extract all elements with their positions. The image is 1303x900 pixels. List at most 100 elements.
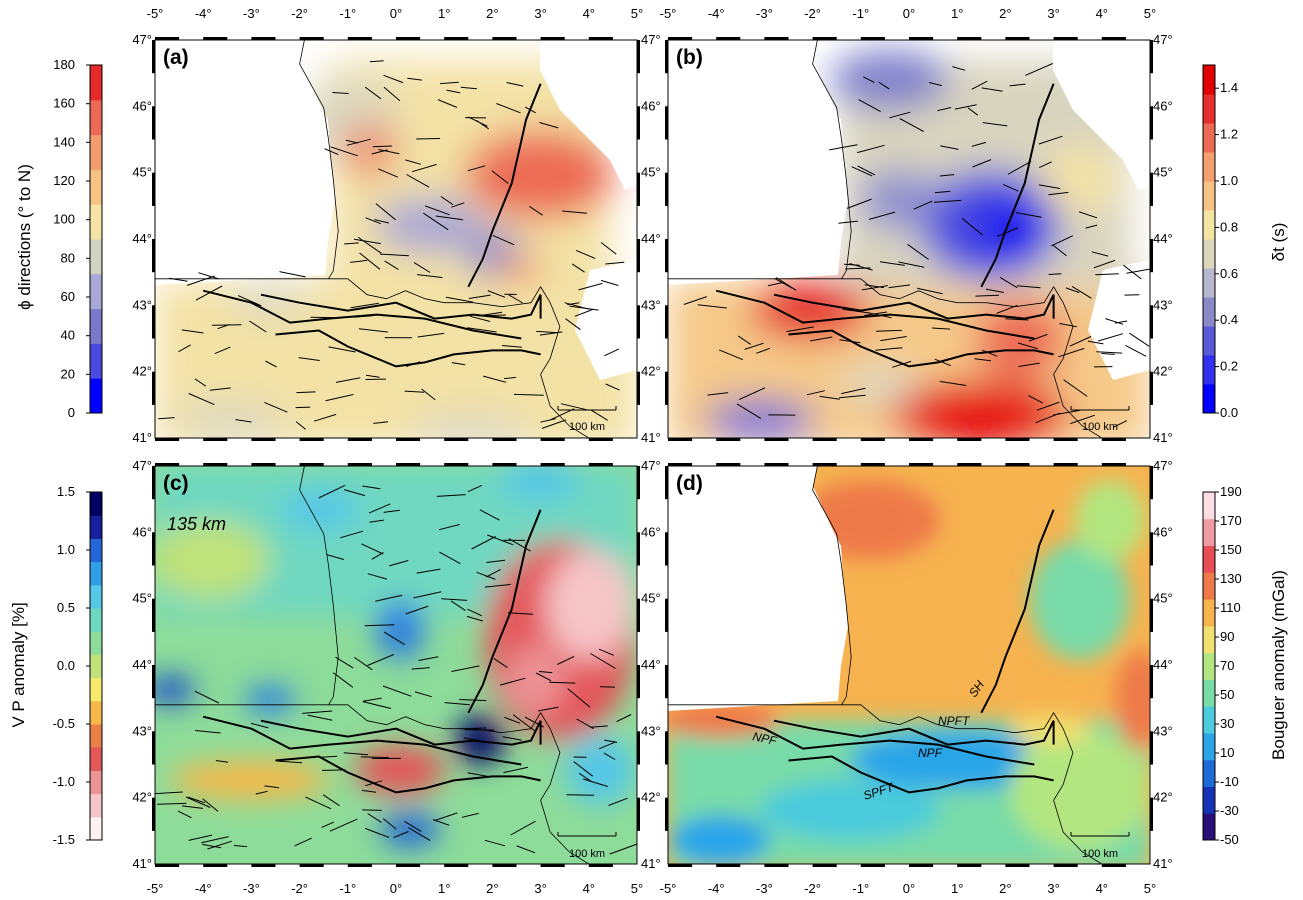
colorbar-swatch <box>90 538 102 563</box>
frame-tick <box>812 463 837 466</box>
frame-tick <box>1101 864 1126 867</box>
split-stick <box>421 388 436 401</box>
split-stick <box>916 287 943 295</box>
colorbar-tick-label: 160 <box>53 96 75 111</box>
colorbar-tick-label: -0.5 <box>53 716 75 731</box>
split-stick <box>603 752 616 760</box>
fault-npf <box>202 289 522 340</box>
split-stick <box>295 421 307 430</box>
colorbar-frame <box>89 64 103 414</box>
frame-tick <box>1150 40 1153 74</box>
split-stick <box>383 509 400 513</box>
split-stick <box>364 624 395 627</box>
colorbar-tick-label: 0.0 <box>1220 405 1238 420</box>
frame-tick <box>1150 797 1153 831</box>
frame-tick <box>716 37 741 40</box>
frame-tick <box>764 463 789 466</box>
colorbar-tick-label: 40 <box>61 328 75 343</box>
frame-tick <box>588 864 613 867</box>
split-stick <box>756 347 771 354</box>
split-stick <box>507 612 533 615</box>
split-stick <box>411 667 430 670</box>
split-stick <box>605 383 620 391</box>
split-stick <box>440 81 459 85</box>
frame-tick <box>637 239 640 273</box>
fault-npft <box>260 293 542 320</box>
split-stick <box>540 418 556 423</box>
frame-tick <box>1005 463 1030 466</box>
frame-tick <box>637 731 640 765</box>
fault-npf <box>202 715 522 766</box>
colorbar-tick-label: 0.5 <box>57 600 75 615</box>
split-stick <box>985 288 1004 293</box>
split-stick <box>536 330 558 334</box>
split-stick <box>1036 401 1060 411</box>
split-stick <box>564 302 590 310</box>
split-stick <box>858 99 881 113</box>
split-stick <box>598 648 614 656</box>
frame-tick <box>251 37 276 40</box>
split-stick <box>939 380 967 386</box>
split-stick <box>567 302 580 306</box>
frame-tick <box>1101 463 1126 466</box>
split-stick <box>491 170 509 184</box>
panel-overlay-3 <box>668 466 1103 864</box>
frame-tick <box>203 37 228 40</box>
lat-tick-label: 43° <box>132 297 152 312</box>
split-stick <box>405 605 429 615</box>
frame-tick <box>909 438 934 441</box>
lat-tick-label: 44° <box>132 231 152 246</box>
split-stick <box>198 272 219 280</box>
split-stick <box>335 656 354 669</box>
fault-npft <box>260 719 542 746</box>
frame-tick <box>957 864 982 867</box>
colorbar-tick-label: 1.2 <box>1220 127 1238 142</box>
panel-d-label: (d) <box>676 472 703 495</box>
lat-tick-label: 44° <box>1153 657 1173 672</box>
frame-tick <box>251 864 276 867</box>
lat-tick-label: 45° <box>132 165 152 180</box>
split-stick <box>598 741 617 750</box>
split-stick <box>967 107 979 116</box>
split-stick <box>476 119 489 130</box>
split-stick <box>1058 347 1085 358</box>
split-stick <box>875 347 903 351</box>
split-stick <box>937 107 952 112</box>
split-stick <box>158 417 175 420</box>
colorbar-tick-label: 60 <box>61 289 75 304</box>
split-stick <box>934 190 951 194</box>
panel-b <box>668 40 1150 438</box>
frame-tick <box>957 463 982 466</box>
split-stick <box>416 568 441 574</box>
frame-tick <box>637 466 640 500</box>
frame-tick <box>1005 438 1030 441</box>
split-stick <box>1009 83 1026 87</box>
split-stick <box>982 122 1008 127</box>
frame-tick <box>299 438 324 441</box>
lat-tick-label: 43° <box>132 723 152 738</box>
colorbars: 0 20 40 60 80 100 120 140 160 180 0.0 0.2 0.4 0.6 0.8 1… <box>53 57 1242 847</box>
colorbar-c-title: V P anomaly [%] <box>9 602 28 727</box>
frame-tick <box>812 864 837 867</box>
panel-d-map-fill <box>668 466 1150 864</box>
colorbar-swatch <box>90 308 102 344</box>
lat-tick-label: 47° <box>641 32 661 47</box>
split-stick <box>412 163 437 173</box>
split-stick <box>504 716 521 724</box>
colorbar-tick-label: 0.0 <box>57 658 75 673</box>
frame-tick <box>1150 371 1153 405</box>
split-stick <box>378 168 399 178</box>
split-stick <box>1095 273 1119 276</box>
split-stick <box>880 336 907 342</box>
colorbar-tick-label: 0.4 <box>1220 312 1238 327</box>
split-stick <box>330 146 358 157</box>
frame-tick <box>665 466 668 500</box>
frame-tick <box>152 532 155 566</box>
split-stick <box>744 342 764 350</box>
split-stick <box>549 681 576 684</box>
colorbar-swatch <box>90 65 102 101</box>
split-stick <box>590 653 616 669</box>
panel-d <box>668 466 1150 864</box>
split-stick <box>368 503 391 514</box>
frame-tick <box>152 106 155 140</box>
